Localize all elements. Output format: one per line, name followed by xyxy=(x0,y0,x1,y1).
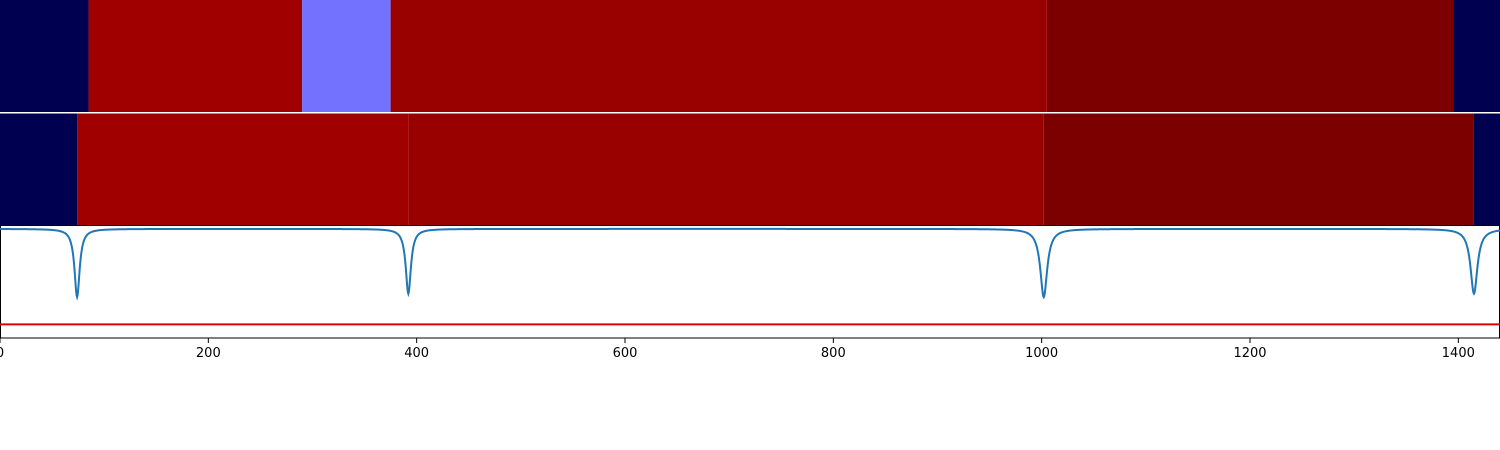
middle-band-heatmap xyxy=(0,113,1500,226)
middle-band-segment-1 xyxy=(77,113,409,226)
top-band-segment-4 xyxy=(1046,0,1454,112)
middle-band-segment-2 xyxy=(408,113,1044,226)
band-separator xyxy=(0,112,1500,114)
top-band-segment-2 xyxy=(302,0,391,112)
top-band-segment-1 xyxy=(88,0,303,112)
x-tick-label-800: 800 xyxy=(821,346,846,361)
bottom-line-plot xyxy=(0,225,1500,339)
signal-line xyxy=(0,227,1500,301)
x-tick-label-1200: 1200 xyxy=(1233,346,1266,361)
x-tick-label-600: 600 xyxy=(613,346,638,361)
top-band-heatmap xyxy=(0,0,1500,112)
middle-band-segment-0 xyxy=(0,113,78,226)
x-tick-label-1400: 1400 xyxy=(1442,346,1475,361)
x-axis: 0 200 400 600 800 1000 1200 1400 xyxy=(0,338,1475,361)
top-band-segment-5 xyxy=(1453,0,1500,112)
top-band-segment-3 xyxy=(390,0,1047,112)
x-tick-label-1000: 1000 xyxy=(1025,346,1058,361)
top-band-segment-0 xyxy=(0,0,89,112)
x-tick-label-200: 200 xyxy=(196,346,221,361)
plot-frame xyxy=(0,225,1500,339)
middle-band-segment-3 xyxy=(1043,113,1474,226)
middle-band-segment-4 xyxy=(1473,113,1500,226)
x-tick-label-400: 400 xyxy=(404,346,429,361)
x-tick-label-0: 0 xyxy=(0,346,4,361)
